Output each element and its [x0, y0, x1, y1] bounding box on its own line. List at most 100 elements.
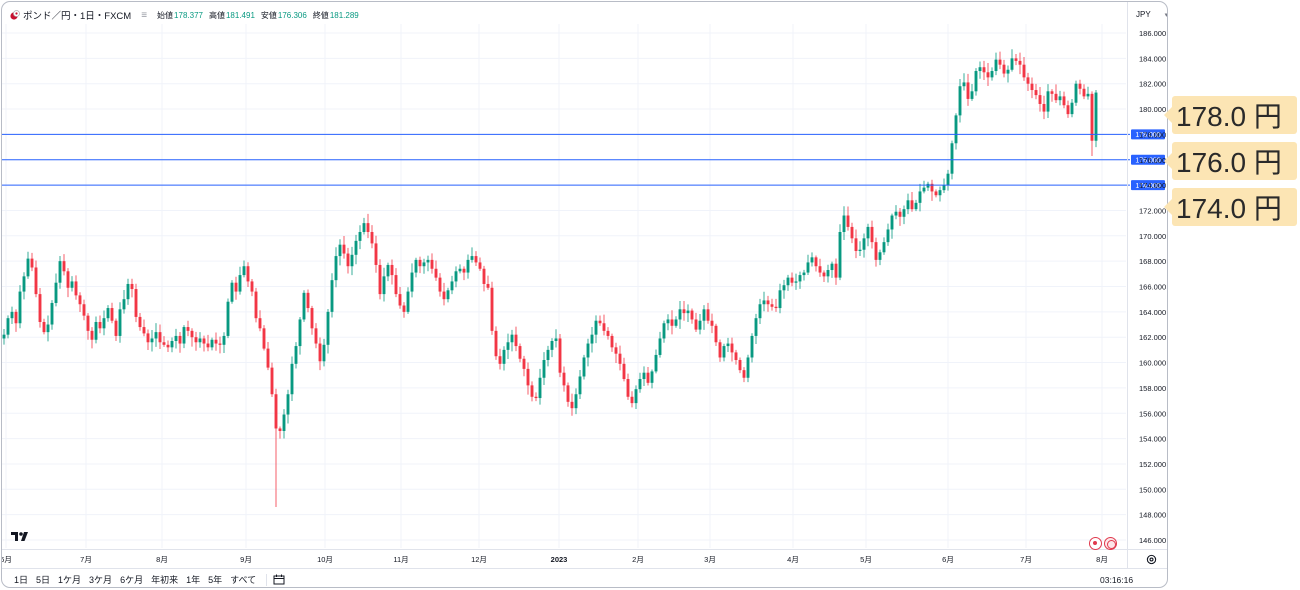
candle-body [826, 270, 830, 277]
candle-body [350, 254, 354, 267]
candle [258, 310, 262, 332]
event-icon[interactable] [1089, 537, 1102, 550]
settings-gear-icon[interactable] [1146, 554, 1157, 565]
candle [894, 205, 898, 220]
candle-body [82, 304, 86, 316]
candle-body [982, 67, 986, 73]
candle-body [1042, 103, 1046, 112]
horizontal-line-price-label[interactable]: 178.000 [1131, 129, 1165, 140]
drag-handle-icon[interactable]: ≡ [141, 9, 148, 21]
currency-selector[interactable]: JPY ▾ [1136, 10, 1167, 19]
candle [958, 78, 962, 123]
candle-body [910, 200, 914, 210]
symbol-title[interactable]: ポンド／円・1日・FXCM [23, 11, 132, 22]
time-axis[interactable]: 6月 7月 8月 9月 10月 11月 12月 2023 2月 3月 4月 5月 6月 7月 8月 [2, 555, 1108, 564]
y-tick-label: 186.000 [1139, 29, 1166, 38]
candle [34, 260, 38, 298]
candle-body [446, 290, 450, 300]
range-5y-button[interactable]: 5年 [208, 575, 223, 585]
candle [458, 264, 462, 274]
candle [1054, 84, 1058, 103]
horizontal-lines[interactable]: 178.000 176.000 174.000 [2, 129, 1165, 191]
candle-body [254, 291, 258, 319]
horizontal-line-price-label[interactable]: 176.000 [1131, 154, 1165, 165]
candle-body [894, 211, 898, 216]
candle [578, 369, 582, 400]
ohlc-low: 安値176.306 [260, 10, 307, 20]
candle-body [258, 318, 262, 329]
candle-body [522, 358, 526, 369]
candle [586, 338, 590, 367]
range-all-button[interactable]: すべて [230, 575, 257, 585]
calendar-icon[interactable] [273, 574, 285, 585]
x-tick-label: 11月 [393, 555, 408, 564]
event-markers[interactable] [1089, 537, 1117, 550]
candle-body [594, 320, 598, 335]
range-6m-button[interactable]: 6ケ月 [120, 575, 144, 585]
horizontal-line-price-label[interactable]: 174.000 [1131, 180, 1165, 191]
candle-body [1070, 102, 1074, 115]
candle [418, 256, 422, 274]
candle [26, 251, 30, 279]
candle-body [10, 311, 14, 319]
candle-body [962, 82, 966, 87]
candle-body [642, 372, 646, 380]
candle [938, 186, 942, 202]
candle-body [1046, 91, 1050, 112]
range-5d-button[interactable]: 5日 [36, 575, 51, 585]
candle-body [282, 414, 286, 431]
candle [90, 327, 94, 349]
candle [766, 295, 770, 312]
price-chart[interactable]: 178.000 176.000 174.000 186.000 184.000 182.… [2, 2, 1168, 568]
candle [66, 268, 70, 298]
candle [974, 68, 978, 96]
candle [778, 283, 782, 314]
candle [1050, 89, 1054, 102]
candle [594, 315, 598, 344]
candle-body [742, 370, 746, 378]
candle [438, 273, 442, 297]
candle-body [714, 325, 718, 343]
y-tick-label: 180.000 [1139, 105, 1166, 114]
candle [558, 334, 562, 378]
candle-body [406, 291, 410, 312]
candle-body [574, 394, 578, 409]
range-1d-button[interactable]: 1日 [14, 575, 29, 585]
candle [534, 392, 538, 402]
candle [410, 263, 414, 298]
candle-body [34, 267, 38, 295]
candle-body [46, 324, 50, 333]
candle-body [450, 281, 454, 291]
candle [86, 313, 90, 340]
candle-body [598, 320, 602, 324]
range-3m-button[interactable]: 3ケ月 [89, 575, 113, 585]
candle [102, 310, 106, 336]
candle [610, 333, 614, 352]
candle-body [818, 266, 822, 273]
candle [274, 388, 278, 508]
candle-body [458, 268, 462, 272]
candle [554, 329, 558, 348]
candle-body [734, 352, 738, 361]
candle-body [750, 335, 754, 358]
candle-body [1058, 96, 1062, 101]
range-ytd-button[interactable]: 年初来 [151, 575, 179, 585]
candle [182, 325, 186, 349]
event-icon[interactable] [1104, 537, 1117, 550]
candle-body [670, 319, 674, 326]
price-axis[interactable]: 186.000 184.000 182.000 180.000 178.000 176.0… [1139, 29, 1166, 545]
candle-body [746, 357, 750, 378]
candle [866, 223, 870, 247]
candle [374, 235, 378, 273]
candle-body [274, 394, 278, 429]
candle-body [554, 338, 558, 342]
candle [946, 169, 950, 191]
candle [462, 266, 466, 281]
candle [858, 241, 862, 257]
candle-body [854, 238, 858, 252]
range-1m-button[interactable]: 1ケ月 [58, 575, 82, 585]
tradingview-logo-icon[interactable] [10, 530, 30, 544]
range-1y-button[interactable]: 1年 [186, 575, 201, 585]
clock-timezone[interactable]: 03:16:16 (UTC+9) [1100, 575, 1134, 587]
candle [522, 355, 526, 377]
